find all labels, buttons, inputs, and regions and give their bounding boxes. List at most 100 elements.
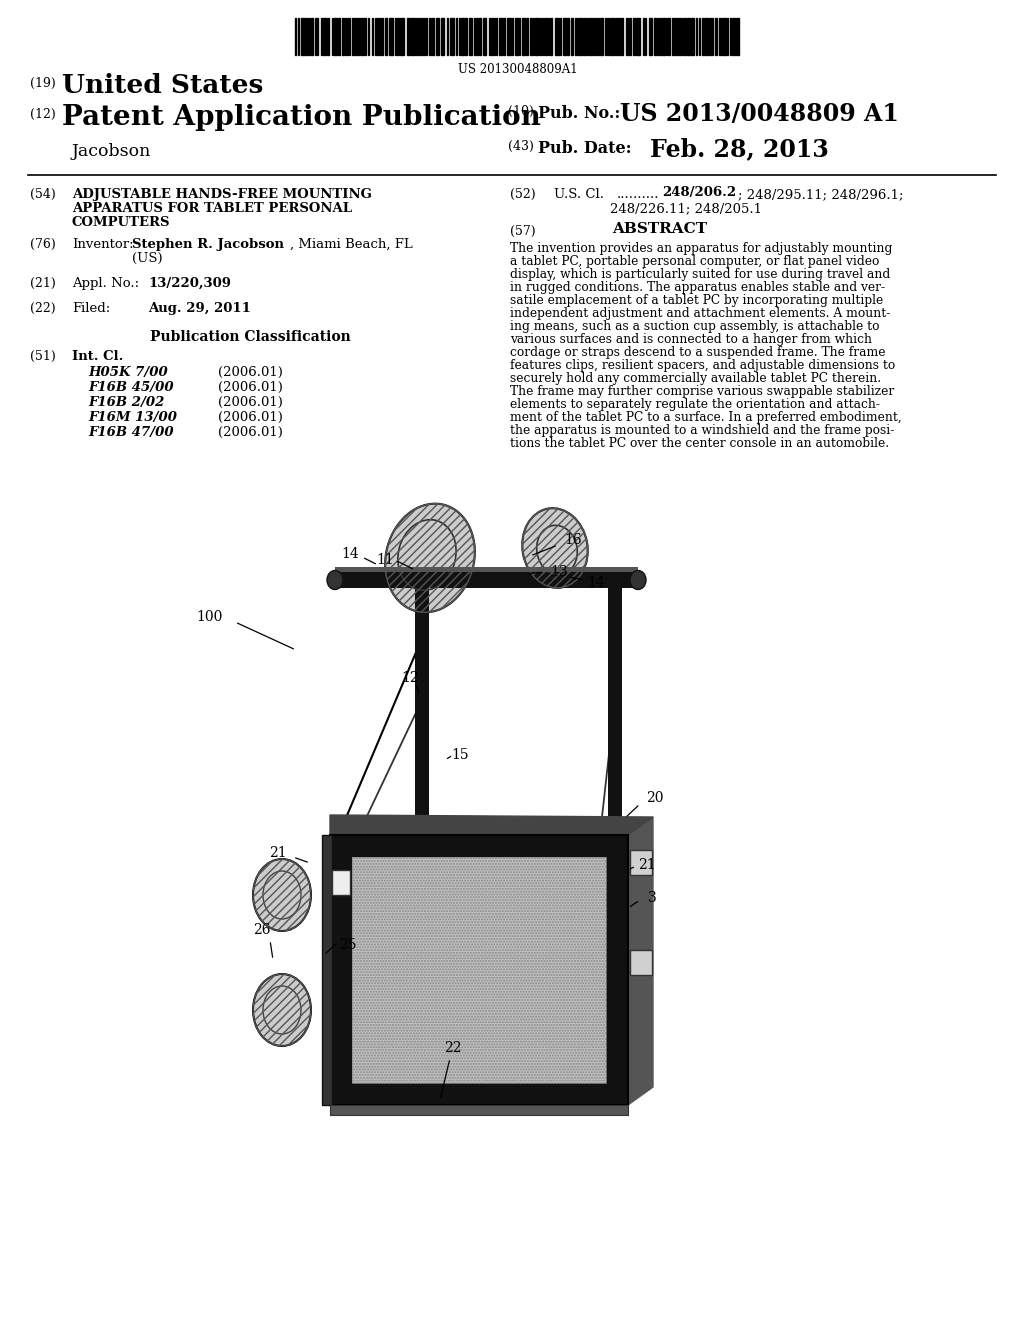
- Bar: [615, 18, 617, 55]
- Text: 13/220,309: 13/220,309: [148, 277, 231, 290]
- Text: Publication Classification: Publication Classification: [150, 330, 350, 345]
- Bar: [469, 18, 472, 55]
- Text: independent adjustment and attachment elements. A mount-: independent adjustment and attachment el…: [510, 308, 891, 319]
- Text: display, which is particularly suited for use during travel and: display, which is particularly suited fo…: [510, 268, 890, 281]
- Bar: [441, 18, 444, 55]
- Text: 3: 3: [647, 891, 656, 906]
- Text: features clips, resilient spacers, and adjustable dimensions to: features clips, resilient spacers, and a…: [510, 359, 895, 372]
- Text: cordage or straps descend to a suspended frame. The frame: cordage or straps descend to a suspended…: [510, 346, 886, 359]
- Bar: [415, 587, 429, 833]
- Bar: [719, 18, 721, 55]
- Bar: [335, 572, 638, 587]
- Bar: [389, 18, 393, 55]
- Bar: [678, 18, 681, 55]
- Bar: [507, 18, 511, 55]
- Bar: [499, 18, 502, 55]
- Text: 26: 26: [253, 923, 270, 937]
- Text: elements to separately regulate the orientation and attach-: elements to separately regulate the orie…: [510, 399, 880, 411]
- Bar: [567, 18, 569, 55]
- Text: 22: 22: [444, 1041, 462, 1055]
- Text: (12): (12): [30, 108, 55, 121]
- Bar: [355, 18, 357, 55]
- Text: 21: 21: [269, 846, 287, 861]
- Text: ADJUSTABLE HANDS-FREE MOUNTING: ADJUSTABLE HANDS-FREE MOUNTING: [72, 187, 372, 201]
- Bar: [662, 18, 665, 55]
- Bar: [545, 18, 547, 55]
- Bar: [358, 18, 360, 55]
- Bar: [535, 18, 538, 55]
- Text: (52): (52): [510, 187, 536, 201]
- Text: Appl. No.:: Appl. No.:: [72, 277, 139, 290]
- Bar: [479, 18, 481, 55]
- Text: (54): (54): [30, 187, 55, 201]
- Bar: [429, 18, 431, 55]
- Text: (51): (51): [30, 350, 55, 363]
- Text: the apparatus is mounted to a windshield and the frame posi-: the apparatus is mounted to a windshield…: [510, 424, 894, 437]
- Bar: [327, 18, 329, 55]
- Bar: [702, 18, 705, 55]
- Bar: [342, 18, 344, 55]
- Text: 15: 15: [452, 748, 469, 762]
- Text: Inventor:: Inventor:: [72, 238, 133, 251]
- Text: (2006.01): (2006.01): [218, 366, 283, 379]
- Bar: [593, 18, 595, 55]
- Bar: [483, 18, 486, 55]
- Bar: [563, 18, 566, 55]
- Bar: [306, 18, 308, 55]
- Text: (76): (76): [30, 238, 55, 251]
- Bar: [630, 850, 652, 875]
- Bar: [709, 18, 711, 55]
- Bar: [732, 18, 735, 55]
- Bar: [636, 18, 640, 55]
- Bar: [311, 18, 313, 55]
- Bar: [621, 18, 623, 55]
- Text: 248/226.11; 248/205.1: 248/226.11; 248/205.1: [610, 202, 762, 215]
- Bar: [461, 18, 464, 55]
- Text: U.S. Cl.: U.S. Cl.: [554, 187, 604, 201]
- Text: (21): (21): [30, 277, 55, 290]
- Bar: [654, 18, 656, 55]
- Bar: [400, 18, 404, 55]
- Bar: [323, 18, 326, 55]
- Text: F16B 47/00: F16B 47/00: [88, 426, 174, 440]
- Text: 21: 21: [638, 858, 655, 873]
- Bar: [361, 18, 362, 55]
- Bar: [668, 18, 670, 55]
- Bar: [330, 1105, 628, 1115]
- Text: F16B 45/00: F16B 45/00: [88, 381, 174, 393]
- Text: (22): (22): [30, 302, 55, 315]
- Bar: [522, 18, 525, 55]
- Bar: [322, 836, 332, 1105]
- Text: Patent Application Publication: Patent Application Publication: [62, 104, 541, 131]
- Bar: [385, 18, 387, 55]
- Text: Jacobson: Jacobson: [72, 143, 152, 160]
- Text: 12: 12: [401, 671, 419, 685]
- Text: a tablet PC, portable personal computer, or flat panel video: a tablet PC, portable personal computer,…: [510, 255, 880, 268]
- Bar: [626, 18, 628, 55]
- Text: ment of the tablet PC to a surface. In a preferred embodiment,: ment of the tablet PC to a surface. In a…: [510, 411, 902, 424]
- Bar: [338, 18, 340, 55]
- Text: (2006.01): (2006.01): [218, 396, 283, 409]
- Text: ing means, such as a suction cup assembly, is attachable to: ing means, such as a suction cup assembl…: [510, 319, 880, 333]
- Text: 14: 14: [341, 546, 358, 561]
- Bar: [630, 950, 652, 975]
- Bar: [436, 18, 439, 55]
- Text: 20: 20: [646, 791, 664, 805]
- Bar: [583, 18, 585, 55]
- Bar: [687, 18, 690, 55]
- Bar: [618, 18, 620, 55]
- Text: securely hold any commercially available tablet PC therein.: securely hold any commercially available…: [510, 372, 881, 385]
- Ellipse shape: [630, 570, 646, 590]
- Text: tions the tablet PC over the center console in an automobile.: tions the tablet PC over the center cons…: [510, 437, 889, 450]
- Text: (43): (43): [508, 140, 534, 153]
- Bar: [301, 18, 305, 55]
- Ellipse shape: [253, 974, 311, 1045]
- Bar: [629, 18, 631, 55]
- Text: The invention provides an apparatus for adjustably mounting: The invention provides an apparatus for …: [510, 242, 892, 255]
- Bar: [579, 18, 582, 55]
- Bar: [705, 18, 708, 55]
- Bar: [465, 18, 467, 55]
- Bar: [722, 18, 726, 55]
- Text: COMPUTERS: COMPUTERS: [72, 216, 171, 228]
- Text: (57): (57): [510, 224, 536, 238]
